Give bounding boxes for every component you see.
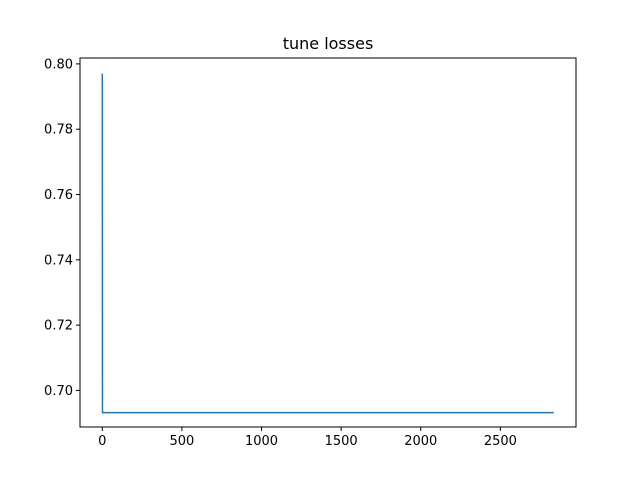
x-tick-label: 2500 bbox=[484, 434, 517, 449]
y-tick-label: 0.78 bbox=[44, 123, 73, 138]
x-tick-label: 1500 bbox=[325, 434, 358, 449]
x-axis-ticks: 0 500 1000 1500 2000 2500 bbox=[98, 427, 517, 449]
y-tick-label: 0.70 bbox=[44, 384, 73, 399]
series-line-1 bbox=[101, 73, 554, 414]
y-tick-label: 0.76 bbox=[44, 188, 73, 203]
y-tick-label: 0.74 bbox=[44, 253, 73, 268]
plot-layer bbox=[101, 73, 554, 414]
plot-frame bbox=[79, 57, 577, 428]
y-tick-label: 0.80 bbox=[44, 57, 73, 72]
x-tick-label: 2000 bbox=[404, 434, 437, 449]
chart-title: tune losses bbox=[283, 34, 374, 53]
y-axis-ticks: 0.70 0.72 0.74 0.76 0.78 0.80 bbox=[44, 57, 80, 399]
x-tick-label: 0 bbox=[98, 434, 106, 449]
y-tick-label: 0.72 bbox=[44, 319, 73, 334]
x-tick-label: 500 bbox=[169, 434, 194, 449]
x-tick-label: 1000 bbox=[245, 434, 278, 449]
